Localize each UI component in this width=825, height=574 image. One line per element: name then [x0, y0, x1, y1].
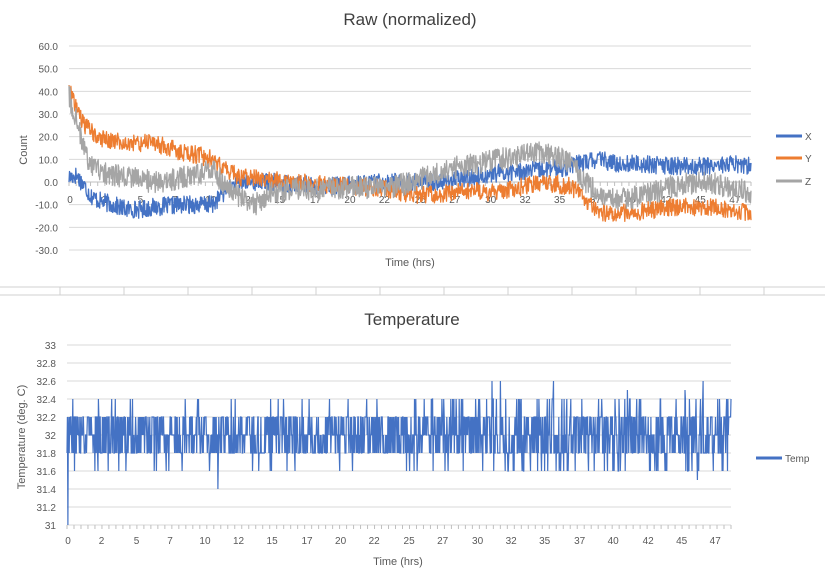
raw-legend: X Y Z	[776, 132, 812, 188]
raw-y-tick-labels: 60.0 50.0 40.0 30.0 20.0 10.0 0.0 -10.0 -20.0 -30…	[35, 42, 58, 257]
raw-x-tick-label: 15	[274, 195, 286, 206]
temp-x-tick-label: 40	[608, 536, 620, 547]
raw-y-axis-label: Count	[18, 135, 30, 164]
temp-y-tick-label: 32	[45, 431, 57, 442]
temp-y-tick-label: 32.8	[37, 359, 57, 370]
temp-y-tick-labels: 33 32.8 32.6 32.4 32.2 32 31.8 31.6 31.4 31.2 31	[37, 341, 57, 532]
raw-y-tick-label: 0.0	[44, 178, 58, 189]
temp-x-tick-label: 17	[301, 536, 313, 547]
temp-x-tick-label: 20	[335, 536, 347, 547]
legend-label-x: X	[805, 132, 812, 143]
raw-y-tick-label: 30.0	[39, 110, 59, 121]
raw-chart-title: Raw (normalized)	[343, 10, 476, 29]
raw-x-tick-label: 17	[310, 195, 322, 206]
raw-x-tick-label: 45	[695, 195, 707, 206]
temp-chart: Temperature 33 32.8 32.6 32.4 32.2 32 31.8 31.6…	[16, 310, 810, 568]
temp-x-tick-label: 47	[710, 536, 722, 547]
temp-y-tick-label: 31	[45, 521, 57, 532]
temp-series-group	[66, 380, 732, 526]
raw-x-tick-label: 0	[67, 195, 73, 206]
raw-x-tick-label: 20	[344, 195, 356, 206]
raw-y-tick-label: -10.0	[35, 201, 58, 212]
raw-x-tick-label: 32	[520, 195, 532, 206]
temp-chart-title: Temperature	[364, 310, 459, 329]
raw-y-tick-label: 20.0	[39, 133, 59, 144]
raw-y-tick-label: -30.0	[35, 246, 58, 257]
temp-x-tick-label: 5	[134, 536, 140, 547]
temp-x-tick-label: 30	[472, 536, 484, 547]
temp-x-tick-label: 0	[65, 536, 71, 547]
temp-series-line	[66, 380, 732, 526]
temp-x-tick-label: 32	[506, 536, 518, 547]
raw-x-tick-label: 27	[449, 195, 461, 206]
raw-series-line-z	[68, 85, 752, 216]
temp-x-tick-label: 25	[404, 536, 416, 547]
raw-x-tick-label: 12	[240, 195, 252, 206]
raw-y-tick-label: 10.0	[39, 155, 59, 166]
raw-y-tick-label: 50.0	[39, 65, 59, 76]
temp-y-tick-label: 32.2	[37, 413, 57, 424]
temp-x-tick-label: 22	[369, 536, 381, 547]
temp-y-tick-label: 32.6	[37, 377, 57, 388]
raw-x-tick-label: 30	[485, 195, 497, 206]
temp-x-tick-label: 37	[574, 536, 586, 547]
raw-series-group	[68, 85, 752, 222]
raw-x-tick-label: 47	[729, 195, 741, 206]
raw-x-tick-label: 35	[554, 195, 566, 206]
temp-x-tick-label: 2	[99, 536, 105, 547]
raw-x-axis-label: Time (hrs)	[385, 257, 435, 269]
raw-chart: Raw (normalized) 60.0 50.0 40.0 30.0 20.0 10.…	[18, 10, 812, 269]
raw-y-tick-label: -20.0	[35, 223, 58, 234]
temp-x-axis-label: Time (hrs)	[373, 556, 423, 568]
raw-x-tick-label: 42	[660, 195, 672, 206]
raw-series-line-y	[68, 85, 752, 222]
temp-x-tick-label: 45	[676, 536, 688, 547]
temp-x-tick-label: 7	[167, 536, 173, 547]
temp-x-tick-labels: 0 2 5 7 10 12 15 17 20 22 25 27 30 32 35 37 40 42 45 47	[65, 536, 721, 547]
raw-x-tick-label: 37	[590, 195, 602, 206]
temp-y-tick-label: 31.4	[37, 485, 57, 496]
temp-x-tick-label: 27	[437, 536, 449, 547]
temp-x-tick-label: 15	[267, 536, 279, 547]
legend-label-z: Z	[805, 177, 811, 188]
temp-legend: Temp	[756, 454, 810, 465]
raw-y-tick-label: 40.0	[39, 87, 59, 98]
temp-y-axis-label: Temperature (deg. C)	[16, 385, 28, 490]
temp-x-tick-label: 10	[199, 536, 211, 547]
raw-y-tick-label: 60.0	[39, 42, 59, 53]
temp-y-tick-label: 32.4	[37, 395, 57, 406]
sheet-divider	[0, 286, 825, 296]
legend-label-y: Y	[805, 154, 812, 165]
temp-y-tick-label: 31.6	[37, 467, 57, 478]
temp-x-tick-label: 35	[539, 536, 551, 547]
temp-x-tick-label: 12	[233, 536, 245, 547]
temp-x-tick-label: 42	[643, 536, 655, 547]
raw-x-tick-label: 22	[379, 195, 391, 206]
temp-y-tick-label: 31.8	[37, 449, 57, 460]
legend-label-temp: Temp	[785, 454, 810, 465]
temp-y-tick-label: 33	[45, 341, 57, 352]
temp-y-tick-label: 31.2	[37, 503, 57, 514]
